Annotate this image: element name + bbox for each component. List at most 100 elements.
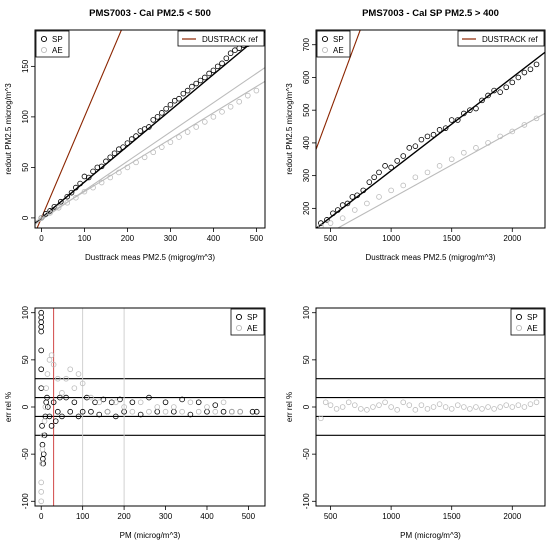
data-point-sp xyxy=(424,133,431,140)
data-point-ae xyxy=(351,402,358,408)
data-point-sp xyxy=(394,158,400,164)
data-point-ae xyxy=(339,215,346,221)
x-axis-label: PM (microg/m^3) xyxy=(400,531,461,540)
data-point-sp xyxy=(436,127,443,133)
data-point-ae xyxy=(137,399,144,406)
data-point-ae xyxy=(133,159,139,166)
data-point-sp xyxy=(212,402,219,408)
plot-frame xyxy=(315,307,546,507)
y-tick-label: 0 xyxy=(302,404,311,409)
data-point-sp xyxy=(448,117,455,123)
data-point-ae xyxy=(73,194,79,201)
data-point-ae xyxy=(179,408,185,415)
legend-marker xyxy=(40,35,48,43)
x-axis-label: Dusttrack meas PM2.5 (migrog/m^3) xyxy=(365,253,495,262)
x-tick-label: 500 xyxy=(242,512,256,521)
data-point-sp xyxy=(38,366,45,373)
dustrack-ref-line xyxy=(36,30,123,228)
plot-area xyxy=(316,30,545,228)
x-tick-label: 0 xyxy=(39,234,44,243)
legend-label: DUSTRACK ref xyxy=(482,35,538,44)
x-tick-label: 300 xyxy=(164,234,178,243)
legend-marker xyxy=(515,324,523,332)
data-point-ae xyxy=(42,404,49,410)
data-point-sp xyxy=(38,319,45,325)
legend-label: SP xyxy=(527,313,538,322)
data-point-sp xyxy=(533,61,540,68)
data-point-ae xyxy=(521,404,528,410)
data-point-ae xyxy=(376,402,382,408)
data-point-sp xyxy=(73,184,79,191)
data-point-sp xyxy=(59,413,65,420)
data-point-ae xyxy=(388,404,394,410)
data-point-ae xyxy=(55,204,62,211)
data-point-sp xyxy=(204,408,210,415)
data-point-ae xyxy=(75,371,82,377)
data-point-sp xyxy=(75,413,82,420)
data-point-sp xyxy=(473,105,479,112)
data-point-sp xyxy=(43,399,49,406)
data-point-sp xyxy=(50,399,57,406)
legend-box xyxy=(316,30,351,58)
x-tick-label: 500 xyxy=(250,234,264,243)
data-point-sp xyxy=(64,193,71,200)
data-point-sp xyxy=(38,347,45,354)
data-point-ae xyxy=(533,115,540,122)
x-tick-label: 1000 xyxy=(382,512,400,521)
data-point-ae xyxy=(71,385,78,391)
data-point-sp xyxy=(330,210,336,217)
data-point-sp xyxy=(162,399,169,406)
data-point-sp xyxy=(103,158,109,165)
data-point-sp xyxy=(46,413,53,420)
data-point-ae xyxy=(497,133,503,140)
data-point-ae xyxy=(376,194,382,200)
data-point-ae xyxy=(113,399,119,406)
data-point-sp xyxy=(88,408,94,415)
x-tick-label: 400 xyxy=(200,512,214,521)
x-tick-label: 500 xyxy=(324,512,338,521)
legend: DUSTRACK ref xyxy=(177,30,265,47)
data-point-sp xyxy=(71,399,78,406)
data-point-sp xyxy=(113,413,119,420)
data-point-ae xyxy=(333,406,340,412)
y-tick-label: 50 xyxy=(302,355,311,364)
data-point-ae xyxy=(497,404,503,410)
data-point-sp xyxy=(197,77,204,84)
data-point-sp xyxy=(47,208,53,214)
data-point-sp xyxy=(117,396,123,403)
data-point-sp xyxy=(360,187,367,194)
data-point-ae xyxy=(162,408,169,415)
data-point-ae xyxy=(229,408,235,415)
x-tick-label: 200 xyxy=(117,512,131,521)
data-point-ae xyxy=(141,154,148,161)
data-point-ae xyxy=(167,139,174,145)
data-point-sp xyxy=(171,408,177,415)
chart-panel-3: PM (microg/m^3)err rel %0 100 200 300 400 500… xyxy=(4,305,266,540)
legend-marker xyxy=(40,46,48,54)
y-axis-label: err rel % xyxy=(285,392,294,422)
data-point-ae xyxy=(461,149,467,156)
legend-label: SP xyxy=(52,35,63,44)
data-point-ae xyxy=(400,399,407,406)
x-tick-label: 200 xyxy=(121,234,135,243)
data-point-sp xyxy=(339,202,346,208)
data-point-ae xyxy=(43,385,49,391)
data-point-ae xyxy=(184,129,191,135)
data-point-ae xyxy=(81,188,88,195)
data-point-sp xyxy=(129,399,136,406)
data-point-sp xyxy=(400,153,407,159)
data-point-sp xyxy=(40,451,47,457)
data-point-sp xyxy=(371,174,377,181)
x-tick-label: 500 xyxy=(324,234,338,243)
regression-line xyxy=(35,67,265,225)
data-point-ae xyxy=(485,140,491,146)
legend: SP AE xyxy=(510,308,545,336)
data-point-ae xyxy=(370,404,376,410)
data-point-sp xyxy=(45,404,51,410)
data-point-sp xyxy=(236,45,243,51)
y-axis-label: redout PM2.5 microg/m^3 xyxy=(4,83,13,175)
data-point-ae xyxy=(473,145,479,151)
data-point-ae xyxy=(467,406,473,412)
data-point-ae xyxy=(473,404,479,410)
